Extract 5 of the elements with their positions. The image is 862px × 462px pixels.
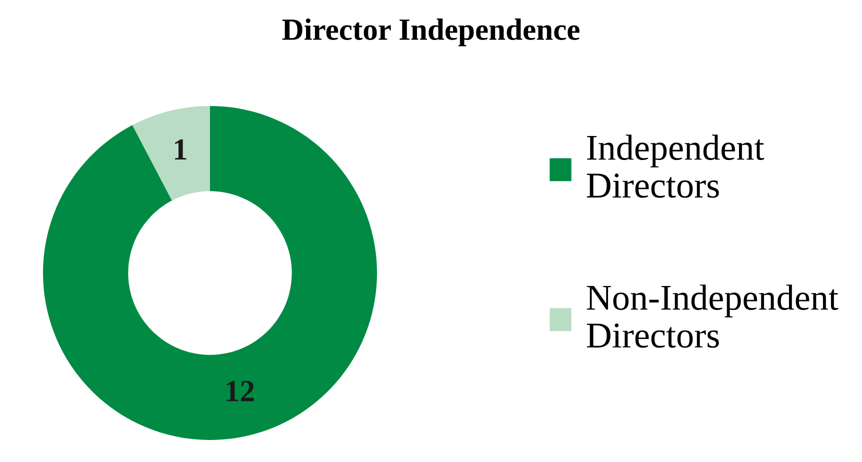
chart-title: Director Independence	[282, 18, 580, 46]
data-label: 1	[175, 139, 186, 160]
data-label: 12	[226, 380, 254, 402]
legend-label: Non-Independent Directors	[586, 284, 838, 348]
legend-label: Independent Directors	[586, 134, 764, 198]
